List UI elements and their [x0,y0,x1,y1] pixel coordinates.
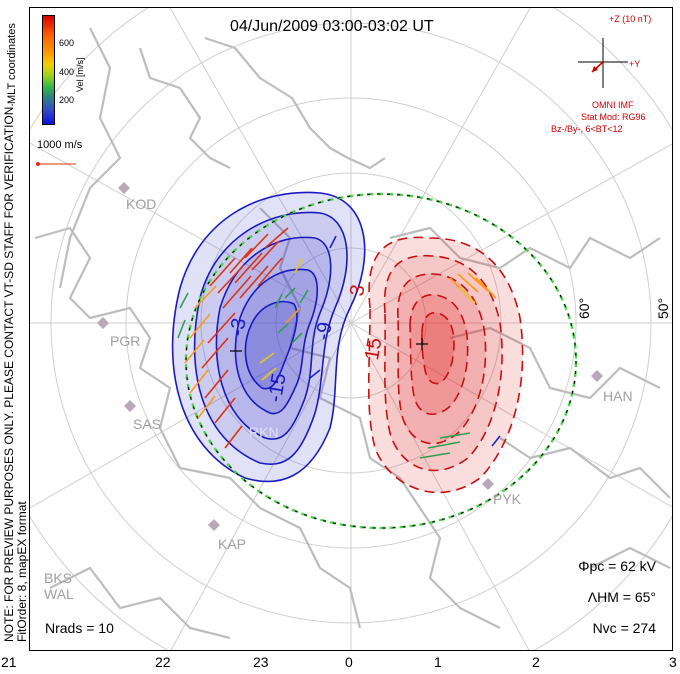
lat-label-60: 60° [576,297,592,319]
convection-map [30,8,672,650]
n-vc-stat: Nvc = 274 [592,620,656,636]
station-sas: SAS [133,416,162,432]
velocity-colorbar [42,15,55,125]
station-han: HAN [603,388,633,404]
colorbar-tick-600: 600 [59,38,75,48]
mlt-tick-0: 0 [345,654,353,670]
mlt-tick-1: 1 [434,654,442,670]
mlt-meridians [30,8,672,650]
radar-station-markers [97,182,603,531]
potential-extrema [230,338,428,352]
contour-label-neg9: -9 [312,320,337,342]
imf-source: OMNI IMF [592,100,634,110]
imf-y-label: +Y [629,59,641,69]
contour-label-pos15: 15 [361,336,387,362]
lambda-hm-stat: ΛHM = 65° [587,589,656,605]
mlt-tick-22: 22 [155,654,171,670]
map-title: 04/Jun/2009 03:00-03:02 UT [230,18,434,35]
station-wal: WAL [44,586,74,602]
colorbar-title: Vel [m/s] [75,57,85,92]
station-bks: BKS [44,570,73,586]
contour-label-neg3: -3 [226,316,251,338]
station-pyk: PYK [493,491,522,507]
mlt-tick-3: 3 [669,654,677,670]
station-kod: KOD [126,196,157,212]
n-rads-stat: Nrads = 10 [45,620,114,636]
station-rkn: RKN [249,424,279,440]
imf-condition: Bz-/By-, 6<BT<12 [551,124,623,134]
mlt-tick-21: 21 [1,654,17,670]
mlt-tick-23: 23 [253,654,269,670]
phi-pc-stat: Φpc = 62 kV [578,558,656,574]
colorbar-tick-400: 400 [59,67,75,77]
coastlines [34,27,671,640]
colorbar-tick-200: 200 [59,95,75,105]
velocity-vectors [177,227,501,459]
station-pgr: PGR [110,333,141,349]
map-frame: 04/Jun/2009 03:00-03:02 UT 600 400 200 V… [29,7,673,651]
imf-model: Stat Mod: RG96 [581,112,646,122]
imf-z-label: +Z (10 nT) [609,14,652,24]
preview-note: NOTE: FOR PREVIEW PURPOSES ONLY. PLEASE … [2,103,29,642]
lat-label-50: 50° [655,297,671,319]
coordinate-system-label: MLT coordinates [6,23,18,104]
preview-note-line2: FitOrder: 8, mapEX format [15,501,29,642]
vector-scale-label: 1000 m/s [37,139,83,151]
mlt-tick-2: 2 [532,654,540,670]
station-kap: KAP [218,536,247,552]
positive-potential-cell [367,236,524,494]
